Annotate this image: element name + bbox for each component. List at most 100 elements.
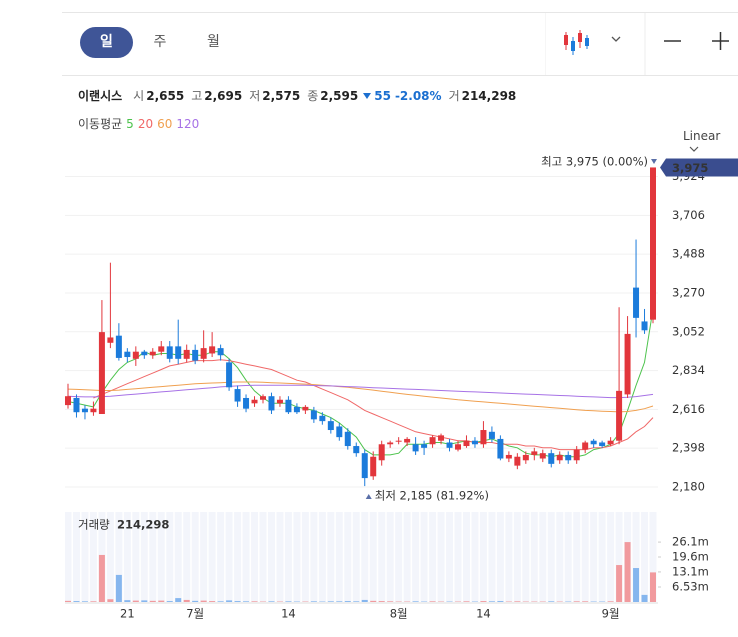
y-tick-label: 2,398 — [672, 441, 705, 455]
y-tick-label: 2,616 — [672, 402, 705, 416]
candle-body — [353, 446, 360, 454]
candle-body — [446, 442, 453, 448]
ma-legend-title: 이동평균 — [78, 117, 123, 131]
field-value: 2,595 — [320, 88, 359, 103]
ma-line — [93, 359, 654, 451]
ma-line — [67, 381, 654, 413]
candle-body — [641, 321, 648, 331]
volume-bar — [353, 601, 360, 602]
volume-bar — [175, 598, 182, 602]
down-arrow — [363, 92, 372, 99]
volume-tick-label: 19.6m — [672, 550, 709, 564]
candle-body — [141, 351, 148, 356]
x-tick-label: 8월 — [390, 607, 408, 621]
candle-body — [336, 426, 343, 438]
volume-bar — [616, 565, 623, 602]
volume-bar — [209, 601, 216, 602]
x-tick-label: 14 — [476, 607, 491, 621]
volume-label: 거 — [448, 89, 460, 103]
y-tick-label: 3,488 — [672, 247, 705, 261]
candle-body — [226, 362, 233, 388]
period-tab[interactable]: 월 — [207, 34, 220, 50]
volume-bar — [378, 601, 385, 602]
candle-body — [268, 396, 275, 411]
candle-body — [209, 346, 216, 354]
ma-period: 120 — [176, 117, 200, 131]
candle-body — [302, 406, 309, 411]
candle-body — [412, 444, 419, 452]
chart-type-dropdown[interactable] — [611, 36, 621, 42]
ma-line — [67, 384, 654, 399]
volume-bar — [429, 601, 436, 602]
last-price-box — [660, 158, 738, 177]
candle-body — [421, 444, 428, 448]
volume-bar — [65, 600, 71, 602]
volume-tick-label: 26.1m — [672, 535, 709, 549]
candle-body — [166, 346, 173, 359]
candle-body — [471, 440, 478, 445]
candle-body — [378, 444, 385, 461]
volume-value: 214,298 — [461, 88, 517, 103]
candle-body — [539, 453, 546, 459]
candle-body — [175, 346, 182, 359]
candle-body — [183, 349, 190, 359]
volume-bar — [124, 600, 131, 602]
candle-body — [531, 451, 538, 455]
candle-body — [480, 430, 487, 445]
volume-bar — [370, 600, 377, 602]
volume-bar — [132, 600, 139, 602]
candle-body — [463, 440, 470, 447]
candle-body — [98, 332, 105, 415]
candle-body — [285, 399, 292, 413]
candle-body — [429, 437, 436, 445]
candle-body — [488, 431, 495, 439]
volume-bar — [234, 601, 241, 602]
volume-bar — [633, 568, 640, 602]
field-value: 2,695 — [204, 88, 243, 103]
candle-body — [370, 456, 377, 477]
candle-body — [107, 337, 114, 343]
volume-bar — [285, 601, 292, 602]
candle-body — [234, 389, 241, 402]
volume-bar — [183, 599, 190, 602]
chart-type-button[interactable] — [564, 30, 589, 55]
candle-body — [293, 406, 300, 413]
field-label: 시 — [133, 89, 145, 103]
zoom-in-button[interactable] — [712, 32, 729, 50]
change: 55 — [374, 88, 391, 103]
candle-body — [548, 453, 555, 464]
candle-body — [582, 442, 589, 450]
volume-pane — [65, 512, 658, 602]
field-value: 2,575 — [262, 88, 301, 103]
period-tab[interactable]: 주 — [153, 34, 167, 50]
low-label: 최저 2,185 (81.92%) — [375, 489, 489, 503]
scale-menu[interactable]: Linear — [683, 129, 738, 157]
volume-bar — [514, 601, 521, 602]
volume-bar — [73, 601, 80, 602]
ma-period: 5 — [126, 117, 134, 131]
candle-body — [65, 396, 71, 406]
volume-bar — [488, 601, 495, 602]
volume-bar — [650, 572, 656, 602]
candle-body — [260, 396, 266, 400]
candle-body — [387, 442, 394, 445]
volume-tick-label: 6.53m — [672, 580, 709, 594]
candle-body — [438, 435, 445, 441]
volume-bar — [81, 601, 88, 602]
field-value: 2,655 — [146, 88, 185, 103]
candle-body — [514, 456, 521, 466]
volume-bar — [497, 601, 504, 602]
period-tab[interactable]: 일 — [80, 27, 133, 58]
stock-name: 이랜시스 — [78, 89, 123, 103]
candle-body — [599, 442, 606, 447]
scale-menu-label: Linear — [683, 129, 721, 143]
chevron — [689, 146, 699, 152]
volume-bar — [158, 600, 165, 602]
candle-body — [276, 399, 283, 404]
y-tick-label: 2,834 — [672, 363, 705, 377]
high-label: 최고 3,975 (0.00%) — [541, 155, 648, 169]
y-tick-label: 2,180 — [672, 479, 705, 493]
toolbar-icons — [545, 13, 729, 75]
candle-body — [650, 167, 656, 320]
